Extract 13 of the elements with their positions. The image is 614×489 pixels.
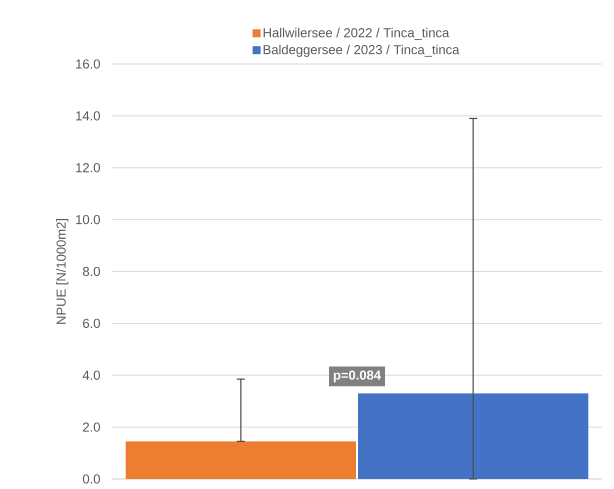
legend-label: Hallwilersee / 2022 / Tinca_tinca xyxy=(264,28,450,40)
y-axis-title: NPUE [N/1000m2] xyxy=(56,218,68,324)
y-tick-label: 12.0 xyxy=(76,163,100,172)
y-tick-label: 2.0 xyxy=(83,422,100,432)
annotation: p=0.084 xyxy=(334,370,381,382)
legend-label: Baldeggersee / 2023 / Tinca_tinca xyxy=(264,44,460,57)
y-tick-label: 16.0 xyxy=(76,59,100,69)
y-tick-label: 6.0 xyxy=(83,318,100,328)
y-tick-label: 8.0 xyxy=(82,266,100,276)
y-tick-label: 0.0 xyxy=(82,474,100,484)
y-tick-label: 10.0 xyxy=(76,215,100,224)
y-tick-label: 4.0 xyxy=(82,370,100,380)
y-tick-label: 14.0 xyxy=(76,111,100,120)
